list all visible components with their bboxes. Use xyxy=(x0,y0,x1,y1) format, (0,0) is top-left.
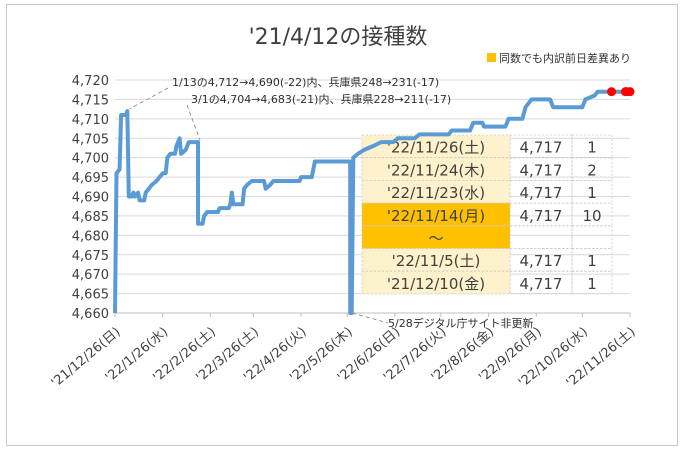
data-table: '22/11/26(土) 4,717 1 '22/11/24(木) 4,717 2 '22/… xyxy=(361,134,613,295)
y-axis: 4,660 4,665 4,670 4,675 4,680 4,685 4,690 4,695… xyxy=(72,74,630,322)
table-date-text: '22/11/24(木) xyxy=(387,161,485,179)
annotations: 1/13の4,712→4,690(-22)内、兵庫県248→231(-17) 3/… xyxy=(129,75,533,330)
y-tick-label: 4,710 xyxy=(72,113,109,128)
table-diff-cell xyxy=(571,225,613,249)
table-value-text: 4,717 xyxy=(520,184,563,202)
table-date-text: '22/11/26(土) xyxy=(387,139,485,157)
legend: 同数でも内訳前日差異あり xyxy=(487,51,631,65)
y-tick-label: 4,695 xyxy=(72,171,109,186)
table-value-text: 4,717 xyxy=(520,252,563,270)
table-diff-text: 1 xyxy=(587,275,597,293)
y-tick-label: 4,720 xyxy=(72,74,109,89)
table-value-cell xyxy=(509,248,573,272)
table-diff-cell xyxy=(571,270,613,295)
table-diff-cell xyxy=(571,248,613,272)
table-date-text: '22/11/23(水) xyxy=(387,184,485,202)
y-tick-label: 4,670 xyxy=(72,268,109,283)
annotation-text: 1/13の4,712→4,690(-22)内、兵庫県248→231(-17) xyxy=(172,75,439,89)
highlight-marker xyxy=(625,87,635,97)
table-value-text: 4,717 xyxy=(520,161,563,179)
table-value-text: 4,717 xyxy=(520,207,563,225)
y-tick-label: 4,700 xyxy=(72,152,109,167)
table-value-text: 4,717 xyxy=(520,275,563,293)
table-diff-text: 1 xyxy=(587,252,597,270)
table-diff-text: 2 xyxy=(587,161,597,179)
y-tick-label: 4,690 xyxy=(72,191,109,206)
table-value-cell xyxy=(509,179,573,204)
x-axis: '21/12/26(日)'22/1/26(水)'22/2/26(土)'22/3/… xyxy=(49,313,639,391)
table-diff-text: 1 xyxy=(587,184,597,202)
series-path xyxy=(113,89,630,315)
annotation-text: 5/28デジタル庁サイト非更新 xyxy=(388,316,533,330)
table-date-text: '22/11/14(月) xyxy=(387,207,485,225)
table-value-cell xyxy=(509,134,573,159)
table-date-cell xyxy=(361,270,511,295)
series-line xyxy=(113,89,630,315)
table-value-cell xyxy=(509,225,573,249)
legend-swatch xyxy=(487,53,496,62)
annotation-leader xyxy=(129,87,169,110)
y-tick-label: 4,675 xyxy=(72,249,109,264)
table-diff-cell xyxy=(571,157,613,181)
table-date-text: '21/12/10(金) xyxy=(387,275,485,293)
table-value-cell xyxy=(509,157,573,181)
table-diff-cell xyxy=(571,202,613,227)
annotation-leader xyxy=(186,104,201,141)
legend-label: 同数でも内訳前日差異あり xyxy=(499,51,631,65)
table-diff-text: 1 xyxy=(587,139,597,157)
y-tick-label: 4,680 xyxy=(72,229,109,244)
markers xyxy=(607,87,635,97)
table-date-text: ～ xyxy=(428,230,443,248)
y-tick-label: 4,715 xyxy=(72,93,109,108)
table-value-cell xyxy=(509,270,573,295)
table-diff-text: 10 xyxy=(582,207,601,225)
y-tick-label: 4,685 xyxy=(72,210,109,225)
table-date-text: '22/11/5(土) xyxy=(392,252,481,270)
y-tick-label: 4,660 xyxy=(72,307,109,322)
table-diff-cell xyxy=(571,179,613,204)
chart-frame xyxy=(6,4,678,446)
y-tick-label: 4,705 xyxy=(72,132,109,147)
highlight-marker xyxy=(607,87,617,97)
table-diff-cell xyxy=(571,134,613,159)
table-value-text: 4,717 xyxy=(520,139,563,157)
chart-title: '21/4/12の接種数 xyxy=(249,25,428,50)
annotation-text: 3/1の4,704→4,683(-21)内、兵庫県228→211(-17) xyxy=(191,92,451,106)
table-value-cell xyxy=(509,202,573,227)
annotation-leader xyxy=(352,312,389,324)
y-tick-label: 4,665 xyxy=(72,288,109,303)
